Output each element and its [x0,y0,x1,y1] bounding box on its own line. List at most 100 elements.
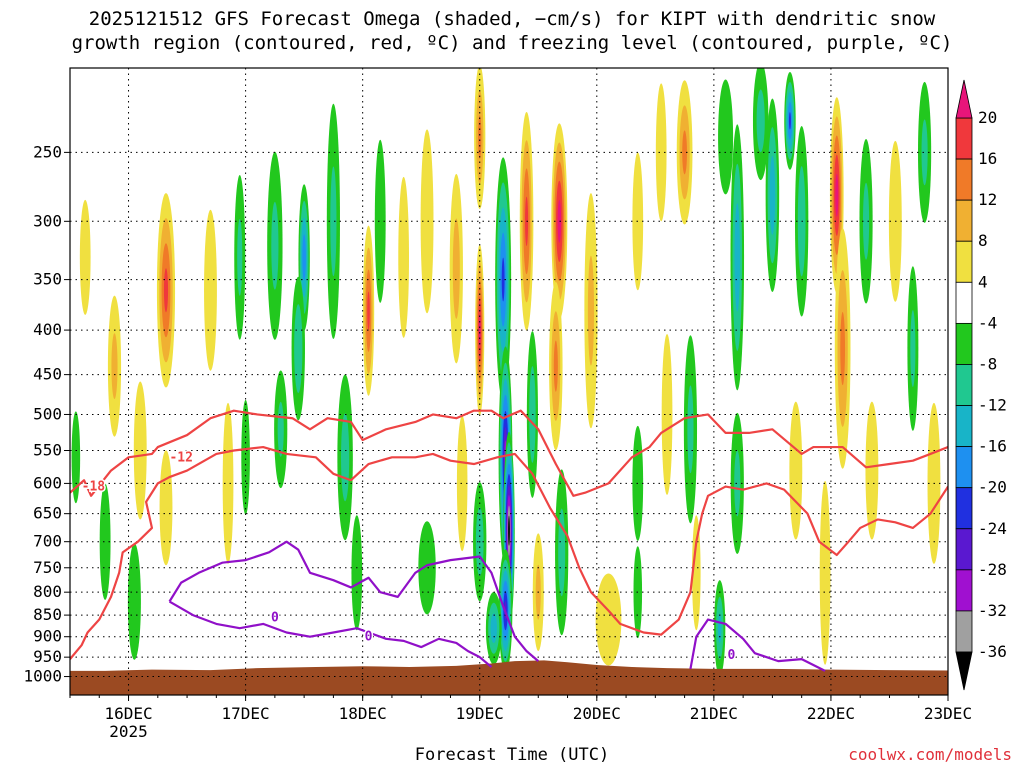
omega-level [553,340,558,392]
omega-level [687,385,694,474]
colorbar-label: -4 [978,313,997,332]
omega-cell [692,515,701,631]
omega-level [595,573,622,666]
terrain-fill [70,660,948,695]
freezing-contour [168,600,493,668]
colorbar-label: 20 [978,108,997,127]
omega-level [734,203,741,312]
omega-cell [584,193,598,429]
omega-cell [107,295,122,437]
omega-level [271,201,279,290]
omega-cell [362,225,375,396]
y-tick-label: 700 [33,532,62,551]
dgz-contour-label: -12 [169,450,192,465]
omega-cell [79,199,91,315]
omega-level [241,399,250,515]
freezing-contour-label: 0 [365,630,373,645]
colorbar-label: -32 [978,601,1007,620]
y-tick-label: 850 [33,605,62,624]
omega-level [788,112,791,130]
omega-cell [326,103,340,339]
y-tick-label: 950 [33,647,62,666]
omega-level [420,129,434,314]
omega-level [452,218,460,319]
x-tick-label: 23DEC [924,704,972,723]
colorbar-label: -20 [978,478,1007,497]
colorbar-label: 8 [978,231,988,250]
omega-cell [752,68,769,181]
omega-level [835,173,839,217]
dgz-contour [70,445,948,660]
colorbar-label: 12 [978,190,997,209]
omega-cell [555,469,569,636]
omega-cell [676,80,693,225]
omega-level [277,401,284,457]
omega-level [557,199,562,243]
omega-level [341,413,350,502]
y-tick-label: 400 [33,320,62,339]
omega-cell [475,244,485,416]
y-tick-label: 250 [33,142,62,161]
omega-cell [71,411,81,504]
omega-level [374,139,386,303]
colorbar-label: -12 [978,396,1007,415]
omega-cell [337,374,353,541]
omega-cell [730,412,744,554]
omega-cell [267,151,283,340]
omega-level [490,613,498,643]
x-tick-label: 16DEC [104,704,152,723]
x-tick-label: 22DEC [807,704,855,723]
omega-level [718,613,722,643]
freezing-contour-label: 0 [728,648,736,663]
y-tick-label: 600 [33,473,62,492]
omega-level [756,89,765,153]
omega-level [330,166,337,277]
omega-level [418,521,436,615]
omega-cell [549,282,563,451]
omega-level [398,176,410,338]
omega-cell [418,521,436,615]
omega-level [99,483,111,600]
omega-cell [789,401,803,540]
omega-level [508,515,510,546]
omega-cell [859,139,873,304]
colorbar-label: -24 [978,519,1007,538]
omega-cell [819,480,831,665]
omega-level [163,268,169,313]
colorbar-bin [955,528,973,571]
colorbar-label: -8 [978,354,997,373]
omega-cell [495,157,512,402]
chart-title-line1: 2025121512 GFS Forecast Omega (shaded, −… [88,8,936,30]
omega-level [734,450,741,517]
omega-cell [234,175,246,340]
omega-level [501,257,505,302]
y-tick-label: 900 [33,627,62,646]
freezing-contour-label: 0 [271,610,279,625]
omega-cell [784,71,796,170]
omega-level [655,83,667,222]
credit-link[interactable]: coolwx.com/models [848,745,1012,764]
omega-cell [159,450,173,566]
omega-level [478,114,482,159]
omega-level [237,218,243,296]
omega-level [862,182,870,260]
omega-level [769,155,776,235]
terrain [70,660,948,695]
omega-level [71,411,81,504]
omega-cell [133,381,147,520]
y-tick-label: 300 [33,211,62,230]
x-tick-label: 18DEC [339,704,387,723]
omega-level [79,199,91,315]
freezing-contour [168,540,539,662]
freezing-contour [689,618,826,672]
x-tick-label: 19DEC [456,704,504,723]
omega-level [478,314,481,346]
chart-title-line2: growth region (contoured, red, ºC) and f… [71,32,953,54]
omega-cell [918,81,932,223]
colorbar-bin [955,405,973,448]
x-axis-title: Forecast Time (UTC) [414,745,610,765]
omega-level [587,255,595,366]
y-tick-label: 500 [33,404,62,423]
